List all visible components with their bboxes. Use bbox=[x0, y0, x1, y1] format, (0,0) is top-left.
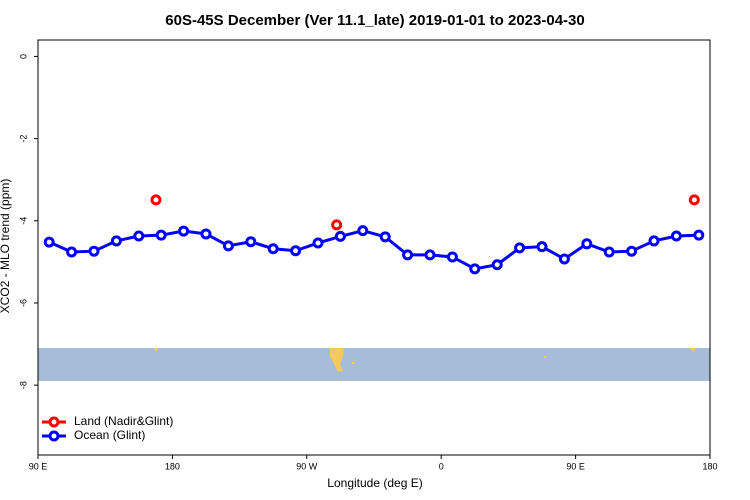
map-strip bbox=[38, 348, 710, 381]
legend-marker bbox=[48, 416, 60, 428]
point bbox=[66, 246, 78, 258]
land-bit bbox=[154, 348, 158, 351]
y-tick-label: -2 bbox=[18, 135, 28, 143]
point bbox=[150, 194, 162, 206]
land-bit bbox=[330, 348, 344, 372]
point bbox=[514, 242, 526, 254]
land-bit bbox=[690, 348, 696, 352]
point bbox=[648, 235, 660, 247]
point bbox=[222, 240, 234, 252]
point bbox=[334, 230, 346, 242]
point bbox=[133, 230, 145, 242]
point bbox=[693, 229, 705, 241]
point bbox=[469, 263, 481, 275]
y-axis-label: XCO2 - MLO trend (ppm) bbox=[0, 179, 12, 314]
x-tick-label: 90 E bbox=[29, 461, 48, 471]
point bbox=[245, 236, 257, 248]
point bbox=[491, 259, 503, 271]
x-axis-label: Longitude (deg E) bbox=[327, 476, 422, 490]
x-tick-label: 0 bbox=[439, 461, 444, 471]
plot-layer: 90 E 180 90 W 0 90 E 180 0 -2 -4 -6 -8 Land (Nadir&… bbox=[18, 54, 717, 471]
point bbox=[688, 194, 700, 206]
land-bit bbox=[544, 356, 546, 358]
plot-frame bbox=[37, 39, 711, 456]
point bbox=[312, 237, 324, 249]
point bbox=[558, 253, 570, 265]
x-tick-label: 90 E bbox=[566, 461, 585, 471]
x-tick-label: 180 bbox=[702, 461, 717, 471]
y-tick-label: -4 bbox=[18, 217, 28, 225]
point bbox=[88, 245, 100, 257]
point bbox=[536, 241, 548, 253]
point bbox=[200, 228, 212, 240]
point bbox=[267, 243, 279, 255]
series-line bbox=[48, 229, 699, 271]
point bbox=[290, 245, 302, 257]
point bbox=[43, 236, 55, 248]
point bbox=[446, 251, 458, 263]
ocean-band bbox=[38, 348, 710, 381]
y-tick-label: 0 bbox=[18, 54, 28, 59]
point bbox=[581, 238, 593, 250]
y-tick-label: -6 bbox=[18, 299, 28, 307]
point bbox=[402, 249, 414, 261]
y-tick-label: -8 bbox=[18, 381, 28, 389]
point bbox=[110, 235, 122, 247]
point bbox=[603, 246, 615, 258]
point bbox=[155, 229, 167, 241]
point bbox=[379, 231, 391, 243]
chart-title: 60S-45S December (Ver 11.1_late) 2019-01… bbox=[165, 12, 584, 29]
point bbox=[626, 245, 638, 257]
point bbox=[331, 219, 343, 231]
land-bit bbox=[352, 362, 355, 364]
x-tick-label: 180 bbox=[165, 461, 180, 471]
legend-marker bbox=[48, 430, 60, 442]
x-tick-label: 90 W bbox=[296, 461, 318, 471]
point bbox=[357, 225, 369, 237]
legend-label: Ocean (Glint) bbox=[74, 428, 145, 442]
point bbox=[670, 230, 682, 242]
point bbox=[424, 249, 436, 261]
legend-label: Land (Nadir&Glint) bbox=[74, 414, 173, 428]
point bbox=[178, 225, 190, 237]
